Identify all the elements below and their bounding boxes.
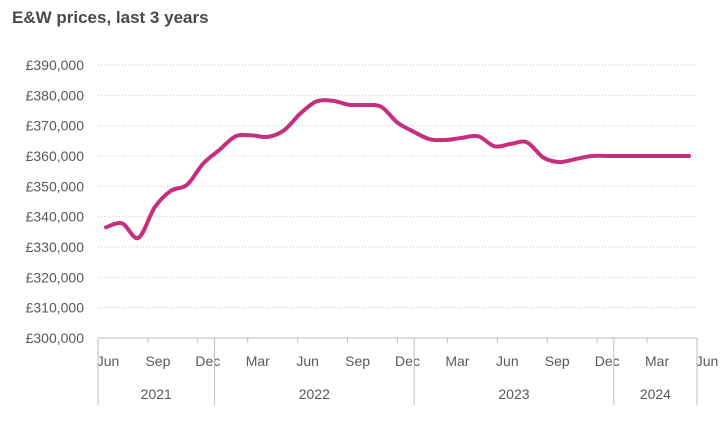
chart-title: E&W prices, last 3 years — [12, 8, 209, 27]
year-label: 2021 — [141, 386, 172, 402]
x-tick-label: Dec — [595, 353, 620, 369]
x-tick-label: Sep — [145, 353, 170, 369]
year-label: 2022 — [299, 386, 330, 402]
x-tick-label: Sep — [545, 353, 570, 369]
x-tick-label: Sep — [345, 353, 370, 369]
x-tick-label: Dec — [195, 353, 220, 369]
y-tick-label: £380,000 — [26, 87, 85, 103]
x-tick-label: Jun — [296, 353, 319, 369]
y-tick-label: £330,000 — [26, 239, 85, 255]
x-tick-label: Jun — [696, 353, 719, 369]
x-tick-label: Jun — [496, 353, 519, 369]
y-tick-label: £300,000 — [26, 330, 85, 346]
x-tick-label: Mar — [445, 353, 469, 369]
series-line — [104, 98, 691, 241]
x-tick-label: Dec — [395, 353, 420, 369]
year-label: 2023 — [498, 386, 529, 402]
y-tick-label: £320,000 — [26, 269, 85, 285]
y-tick-label: £310,000 — [26, 300, 85, 316]
y-tick-label: £390,000 — [26, 57, 85, 73]
y-tick-label: £370,000 — [26, 118, 85, 134]
x-tick-label: Mar — [246, 353, 270, 369]
x-tick-label: Jun — [97, 353, 120, 369]
y-tick-label: £360,000 — [26, 148, 85, 164]
y-tick-label: £350,000 — [26, 178, 85, 194]
year-label: 2024 — [640, 386, 671, 402]
y-tick-label: £340,000 — [26, 209, 85, 225]
x-tick-label: Mar — [645, 353, 669, 369]
